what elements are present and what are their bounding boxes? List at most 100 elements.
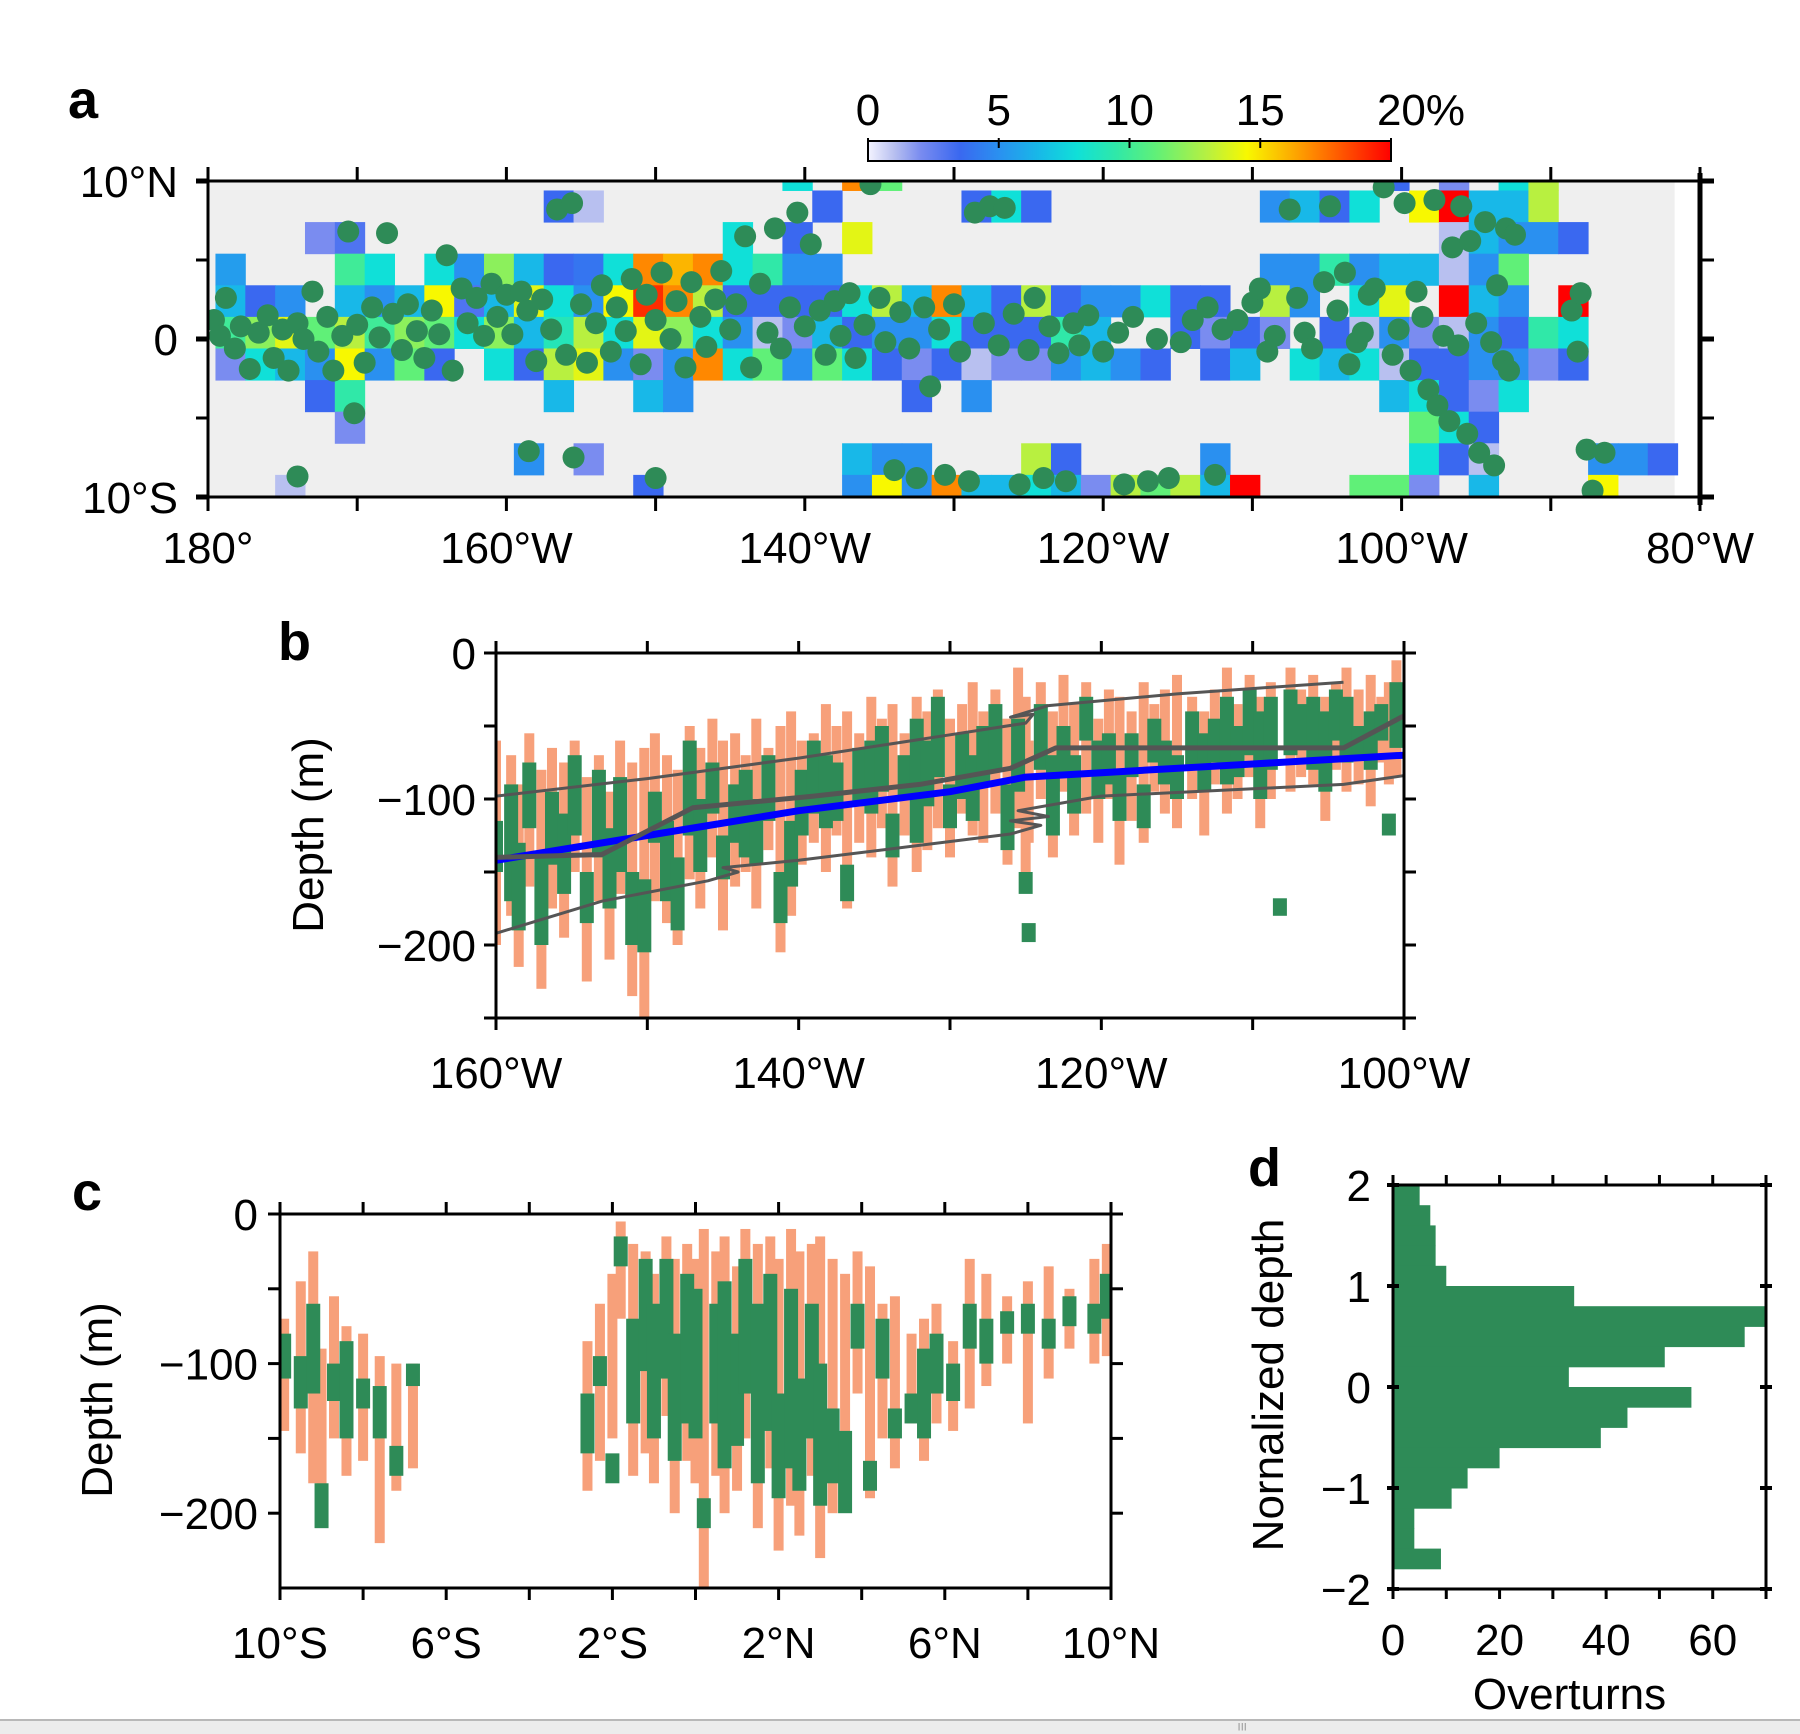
core-bar	[864, 740, 879, 814]
core-bar	[920, 740, 935, 807]
colorbar-tick-label: 15	[1236, 86, 1285, 135]
range-bar	[615, 1221, 626, 1319]
data-point	[428, 323, 451, 346]
core-bar	[773, 872, 788, 924]
x-tick-label: 180°	[162, 524, 253, 573]
heatmap-cell	[1140, 285, 1171, 318]
data-point	[1204, 463, 1227, 486]
data-point	[435, 244, 458, 267]
data-point	[1486, 274, 1509, 297]
data-point	[987, 334, 1010, 357]
data-point	[1381, 343, 1404, 366]
colorbar-tick-label: 0	[856, 86, 880, 135]
heatmap-cell	[1528, 316, 1559, 349]
data-point	[1313, 271, 1336, 294]
data-point	[1575, 438, 1598, 461]
data-point	[262, 346, 285, 369]
core-bar	[339, 1341, 354, 1439]
heatmap-cell	[1468, 474, 1500, 497]
horizontal-scrollbar[interactable]: |||	[0, 1719, 1800, 1734]
data-point	[1480, 331, 1503, 354]
histogram-bar	[1393, 1407, 1628, 1428]
data-point	[238, 358, 261, 381]
data-point	[1286, 286, 1309, 309]
histogram-bar	[1393, 1366, 1569, 1388]
data-point	[1483, 454, 1506, 477]
data-point	[644, 309, 667, 332]
data-point	[561, 192, 584, 215]
mean-thermocline-line	[496, 751, 1404, 864]
data-point	[1017, 339, 1040, 362]
data-point	[570, 293, 592, 316]
histogram-bar	[1393, 1427, 1601, 1449]
core-bar	[771, 1393, 786, 1499]
upper-envelope-line	[496, 680, 1344, 798]
x-tick-label: 160°W	[430, 1049, 563, 1098]
core-bar	[592, 1356, 607, 1387]
histogram-bar	[1393, 1225, 1436, 1247]
data-point	[1581, 479, 1604, 497]
core-bar	[1230, 726, 1245, 778]
data-point	[405, 320, 428, 343]
heatmap-cell	[1617, 443, 1649, 476]
data-point	[1393, 192, 1416, 215]
core-bar	[646, 1303, 661, 1439]
plot-area	[496, 660, 1404, 1018]
core-bar	[613, 1236, 628, 1267]
panel-c: 10°S 6°S 2°S 2°N 6°N 10°N 0 −100 −200 Depth (m) c	[72, 1162, 1160, 1668]
data-point	[1560, 299, 1583, 322]
core-bar	[688, 1288, 703, 1439]
data-point	[1363, 277, 1386, 300]
heatmap-cell	[1647, 443, 1679, 476]
core-bar	[1011, 718, 1026, 792]
data-point	[531, 288, 554, 311]
core-bar	[696, 1498, 711, 1529]
panel-a: 180° 160°W 140°W 120°W 100°W 80°W 10°N 0 10°S 0 5 1…	[68, 70, 1754, 573]
data-point	[905, 467, 928, 490]
data-point	[501, 323, 524, 346]
core-bar	[1041, 1318, 1056, 1349]
core-bar	[909, 718, 924, 843]
data-point	[844, 346, 867, 369]
y-tick-label: 0	[234, 1191, 258, 1240]
data-point	[635, 283, 658, 306]
data-point	[1196, 296, 1219, 319]
y-axis-label: Nornalized depth	[1244, 1219, 1293, 1552]
data-point	[814, 343, 837, 366]
y-tick-label: 0	[1347, 1364, 1371, 1413]
data-point	[1333, 261, 1356, 284]
histogram-bar	[1393, 1447, 1500, 1469]
core-bar	[885, 813, 900, 858]
data-point	[1447, 334, 1470, 357]
panel-label-b: b	[278, 612, 311, 672]
core-bar	[613, 777, 628, 872]
heatmap-cell	[1349, 474, 1380, 497]
histogram-bar	[1393, 1185, 1420, 1206]
data-point	[473, 324, 496, 347]
core-bar	[979, 1318, 994, 1364]
core-bar	[667, 1333, 682, 1461]
data-point	[605, 296, 628, 319]
data-point	[644, 467, 667, 490]
heatmap-cell	[842, 181, 873, 191]
y-tick-label: 10°N	[80, 158, 178, 207]
data-point	[919, 375, 942, 398]
core-bar	[763, 1273, 778, 1431]
data-point	[562, 446, 585, 469]
heatmap-cell	[543, 380, 575, 413]
x-tick-label: 160°W	[440, 524, 573, 573]
x-tick-label: 100°W	[1338, 1049, 1471, 1098]
data-point	[599, 340, 622, 363]
data-point	[1423, 188, 1446, 211]
data-point	[1318, 195, 1341, 218]
y-tick-label: −1	[1321, 1465, 1371, 1514]
core-bar	[1272, 898, 1287, 916]
y-tick-label: −100	[377, 776, 476, 825]
scrollbar-grip-icon[interactable]: |||	[1238, 1722, 1248, 1731]
heatmap-cell	[1498, 380, 1529, 413]
core-bar	[579, 872, 594, 924]
core-bar	[1253, 711, 1268, 799]
data-point	[396, 293, 419, 316]
core-bar	[389, 1445, 404, 1476]
data-point	[620, 267, 643, 290]
